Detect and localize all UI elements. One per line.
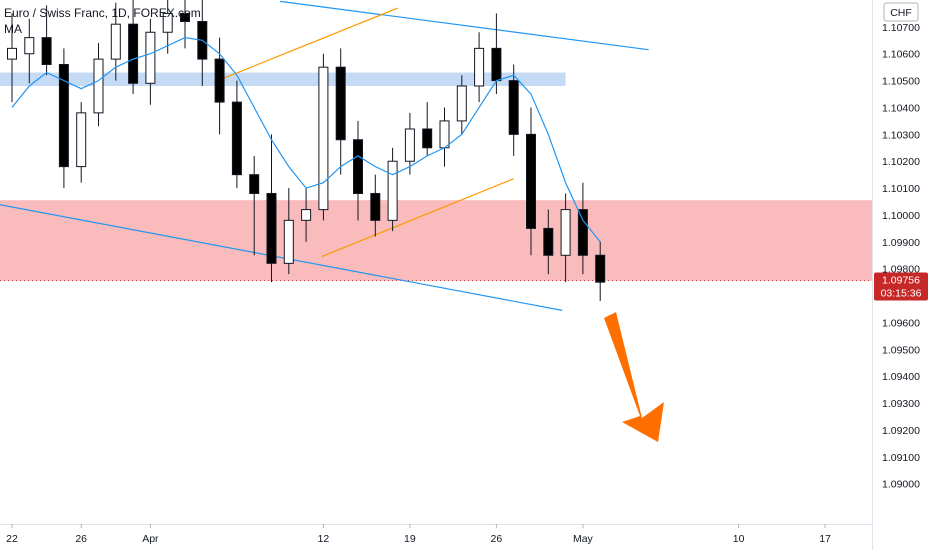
ma-layer	[11, 36, 601, 243]
candle-up	[76, 112, 87, 168]
down-arrow-icon	[604, 312, 664, 442]
zones-layer	[0, 72, 872, 281]
currency-button[interactable]: CHF	[883, 2, 919, 22]
candle-down	[595, 254, 606, 283]
price-tick-label: 1.09400	[882, 371, 920, 383]
candle-down	[335, 66, 346, 141]
candle-down	[370, 192, 381, 221]
candle-up	[404, 128, 415, 162]
arrow-layer	[604, 312, 664, 442]
indicator-label[interactable]: MA	[4, 22, 22, 36]
candle-up	[474, 47, 485, 87]
time-axis[interactable]: 22 26 Apr 12 19 26 May 10 17	[6, 524, 831, 545]
resistance-zone	[0, 72, 566, 86]
price-tick-label: 1.10600	[882, 49, 920, 61]
symbol-title[interactable]: Euro / Swiss Franc, 1D, FOREX.com	[4, 6, 201, 20]
candle-down	[214, 58, 225, 103]
price-tick-label: 1.09500	[882, 344, 920, 356]
last-price-value: 1.09756	[882, 275, 920, 287]
date-tick-label: 12	[318, 533, 330, 545]
price-tick-label: 1.10400	[882, 102, 920, 114]
price-tick-label: 1.09900	[882, 237, 920, 249]
trendline-orange-1	[214, 7, 399, 83]
price-axis[interactable]: 1.10700 1.10600 1.10500 1.10400 1.10300 1.102…	[882, 22, 920, 491]
price-tick-label: 1.09300	[882, 398, 920, 410]
price-tick-label: 1.10200	[882, 156, 920, 168]
candle-up	[456, 85, 467, 122]
candle-down	[231, 101, 242, 176]
date-tick-label: Apr	[142, 533, 159, 545]
candle-down	[128, 23, 139, 84]
last-price-badge: 1.09756 03:15:36	[874, 272, 928, 301]
candle-down	[577, 209, 588, 256]
candle-up	[24, 37, 35, 55]
candle-down	[526, 133, 536, 229]
moving-average-line	[11, 36, 601, 243]
date-tick-label: 17	[819, 533, 831, 545]
candle-up	[387, 160, 398, 221]
candle-down	[41, 37, 52, 65]
candle-up	[162, 12, 173, 33]
candle-up	[439, 120, 450, 149]
trendlines-layer	[0, 0, 649, 311]
trendline-blue-0	[280, 0, 649, 51]
candle-up	[7, 47, 17, 60]
date-tick-label: 22	[6, 533, 18, 545]
candle-up	[560, 209, 571, 256]
candle-down	[508, 80, 519, 135]
candle-up	[110, 23, 121, 60]
candle-down	[266, 192, 277, 264]
price-tick-label: 1.10500	[882, 76, 920, 88]
price-tick-label: 1.09200	[882, 425, 920, 437]
date-tick-label: 19	[404, 533, 416, 545]
candle-down	[180, 12, 190, 22]
trendline-blue-3	[0, 204, 563, 311]
candles-layer	[7, 0, 606, 301]
candle-down	[249, 174, 260, 194]
price-tick-label: 1.10100	[882, 183, 920, 195]
candle-down	[422, 128, 433, 149]
trendline-orange-2	[321, 178, 514, 258]
candle-down	[58, 63, 69, 168]
price-tick-label: 1.10700	[882, 22, 920, 34]
price-tick-label: 1.10000	[882, 210, 920, 222]
date-tick-label: May	[573, 533, 594, 545]
date-tick-label: 26	[75, 533, 87, 545]
price-tick-label: 1.09600	[882, 317, 920, 329]
last-price-countdown: 03:15:36	[881, 288, 922, 300]
price-tick-label: 1.09000	[882, 479, 920, 491]
candle-up	[93, 58, 104, 114]
support-zone	[0, 200, 872, 281]
candle-down	[491, 47, 502, 82]
candle-down	[353, 139, 363, 194]
candle-up	[301, 209, 312, 221]
candle-up	[145, 31, 156, 84]
currency-label: CHF	[890, 7, 912, 19]
candle-down	[543, 227, 554, 256]
date-tick-label: 26	[491, 533, 503, 545]
candle-up	[283, 219, 294, 264]
date-tick-label: 10	[733, 533, 745, 545]
candle-up	[318, 66, 329, 211]
price-tick-label: 1.09100	[882, 452, 920, 464]
price-tick-label: 1.10300	[882, 129, 920, 141]
